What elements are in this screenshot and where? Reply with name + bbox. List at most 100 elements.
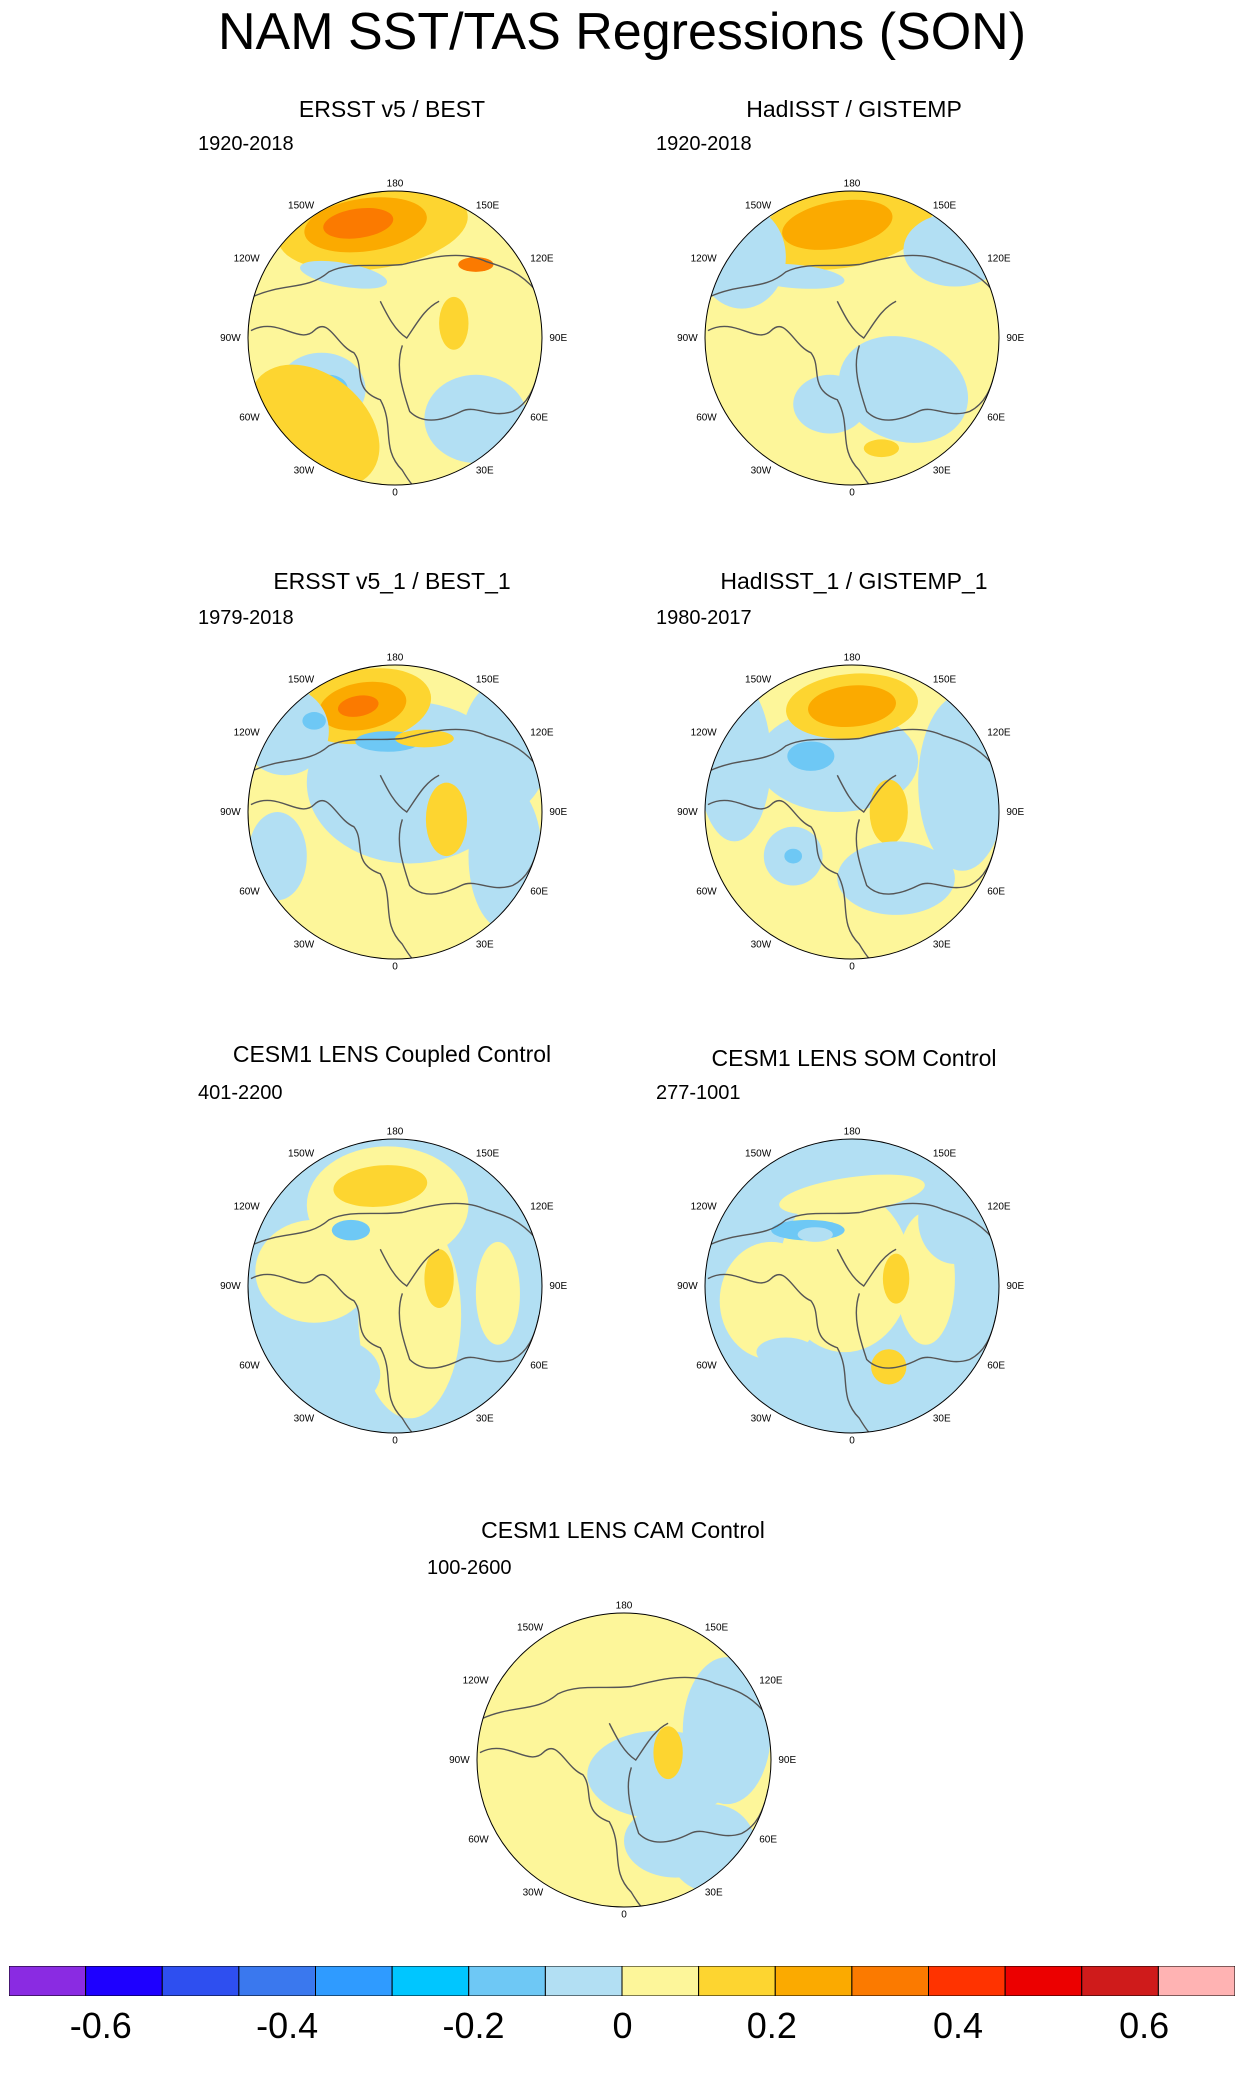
coastline [707, 799, 871, 959]
polar-map-5: 180 150E 120E 90E 60E 30E 0 30W 60W 90W 120W 150W [220, 1127, 567, 1447]
longitude-label: 60W [239, 1360, 260, 1371]
anomaly-patch [323, 207, 394, 239]
map-boundary [247, 1138, 543, 1434]
polar-map-4: 180 150E 120E 90E 60E 30E 0 30W 60W 90W 120W 150W [677, 653, 1024, 973]
longitude-label: 30E [476, 1413, 494, 1424]
longitude-label: 30E [933, 939, 951, 950]
anomaly-patch [838, 336, 969, 443]
anomaly-patch [918, 694, 999, 871]
anomaly-patch [333, 1165, 428, 1207]
polar-map-6: 180 150E 120E 90E 60E 30E 0 30W 60W 90W 120W 150W [677, 1127, 1024, 1447]
map-boundary [247, 190, 543, 486]
map-boundary [476, 1612, 772, 1908]
colorbar-box [544, 1966, 623, 1996]
colorbar-box [85, 1966, 163, 1996]
coastline [250, 799, 414, 959]
longitude-label: 90E [1006, 333, 1024, 344]
colorbar-box [468, 1966, 546, 1996]
coastline [707, 325, 871, 485]
longitude-label: 150E [933, 1149, 957, 1160]
panel-title-1: ERSST v5 / BEST [298, 96, 486, 122]
longitude-label: 90E [1006, 1281, 1024, 1292]
anomaly-patch [837, 841, 955, 915]
coastline [252, 1202, 537, 1246]
longitude-label: 180 [844, 653, 861, 664]
longitude-label: 120W [234, 728, 261, 739]
longitude-label: 120W [691, 1202, 718, 1213]
colorbar-box [1081, 1966, 1159, 1996]
coastline [379, 774, 440, 813]
longitude-label: 180 [844, 1127, 861, 1138]
colorbar-box [1157, 1966, 1235, 1996]
longitude-label: 0 [621, 1909, 627, 1920]
longitude-label: 150W [745, 1149, 772, 1160]
longitude-label: 120E [530, 728, 554, 739]
longitude-label: 120W [234, 254, 261, 265]
longitude-label: 120E [530, 1202, 554, 1213]
period-label-2: 1920-2018 [656, 133, 752, 155]
longitude-label: 150W [517, 1623, 544, 1634]
colorbar-box [315, 1966, 393, 1996]
period-label-7: 100-2600 [427, 1557, 512, 1579]
colorbar-box [161, 1966, 240, 1996]
anomaly-patch [808, 685, 896, 728]
longitude-label: 180 [844, 179, 861, 190]
anomaly-patch [705, 679, 772, 842]
longitude-label: 0 [849, 487, 855, 498]
longitude-label: 120E [987, 1202, 1011, 1213]
colorbar-box [621, 1966, 700, 1996]
longitude-label: 180 [387, 1127, 404, 1138]
figure-title: NAM SST/TAS Regressions (SON) [217, 3, 1027, 61]
longitude-label: 30E [933, 1413, 951, 1424]
polar-map-2: 180 150E 120E 90E 60E 30E 0 30W 60W 90W 120W 150W [677, 179, 1024, 499]
anomaly-field [248, 191, 542, 485]
longitude-label: 150E [933, 201, 957, 212]
longitude-label: 150E [476, 675, 500, 686]
longitude-label: 60W [696, 412, 717, 423]
anomaly-patch [782, 199, 893, 250]
longitude-label: 150W [288, 201, 315, 212]
longitude-label: 120E [987, 254, 1011, 265]
anomaly-patch [425, 782, 468, 857]
longitude-label: 150W [288, 675, 315, 686]
anomaly-patch [395, 729, 454, 748]
longitude-label: 150E [476, 201, 500, 212]
colorbar-box [1004, 1966, 1083, 1996]
anomaly-field [477, 1613, 771, 1907]
longitude-label: 60E [530, 886, 548, 897]
anomaly-patch [475, 1241, 520, 1345]
longitude-label: 90E [549, 1281, 567, 1292]
longitude-label: 30W [751, 939, 772, 950]
period-label-5: 401-2200 [198, 1082, 283, 1104]
longitude-label: 60E [530, 412, 548, 423]
anomaly-patch [869, 779, 908, 845]
coastline [855, 1293, 997, 1369]
anomaly-patch [331, 1219, 371, 1241]
longitude-label: 90E [549, 807, 567, 818]
period-label-6: 277-1001 [656, 1082, 741, 1104]
colorbar [9, 1966, 1235, 1996]
coastline [836, 1248, 897, 1287]
coastline [608, 1722, 669, 1761]
coastline [250, 325, 414, 485]
longitude-label: 120W [234, 1202, 261, 1213]
anomaly-field [705, 191, 999, 485]
colorbar-box [9, 1966, 87, 1996]
longitude-label: 60W [696, 1360, 717, 1371]
longitude-label: 120W [691, 728, 718, 739]
longitude-label: 30W [523, 1887, 544, 1898]
coastline [836, 300, 897, 339]
coastline [627, 1767, 769, 1843]
coastline [709, 728, 994, 772]
colorbar-box [238, 1966, 316, 1996]
longitude-label: 90E [549, 333, 567, 344]
panel-title-6: CESM1 LENS SOM Control [711, 1045, 997, 1071]
longitude-label: 90E [778, 1755, 796, 1766]
longitude-label: 120W [463, 1676, 490, 1687]
coastline [479, 1747, 643, 1907]
longitude-label: 0 [392, 1435, 398, 1446]
longitude-label: 150W [745, 201, 772, 212]
anomaly-patch [793, 374, 867, 434]
coastline [709, 254, 994, 298]
map-boundary [704, 664, 1000, 960]
